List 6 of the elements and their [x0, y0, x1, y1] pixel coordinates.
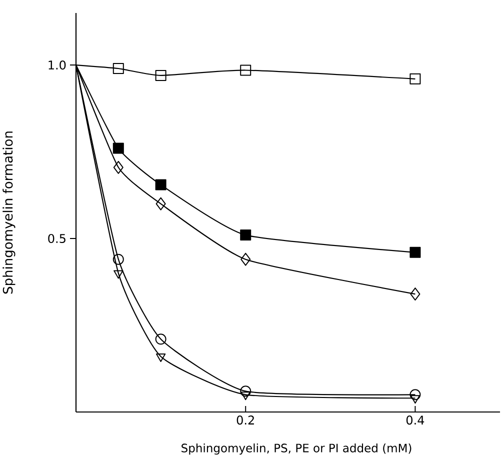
y-tick-label: 1.0	[48, 60, 66, 70]
x-tick-label: 0.2	[236, 416, 254, 425]
y-axis-title: Sphingomyelin formation	[2, 132, 16, 294]
x-axis-title: Sphingomyelin, PS, PE or PI added (mM)	[182, 443, 412, 455]
x-tick-label: 0.4	[406, 416, 424, 425]
y-tick-label: 0.5	[48, 234, 66, 244]
